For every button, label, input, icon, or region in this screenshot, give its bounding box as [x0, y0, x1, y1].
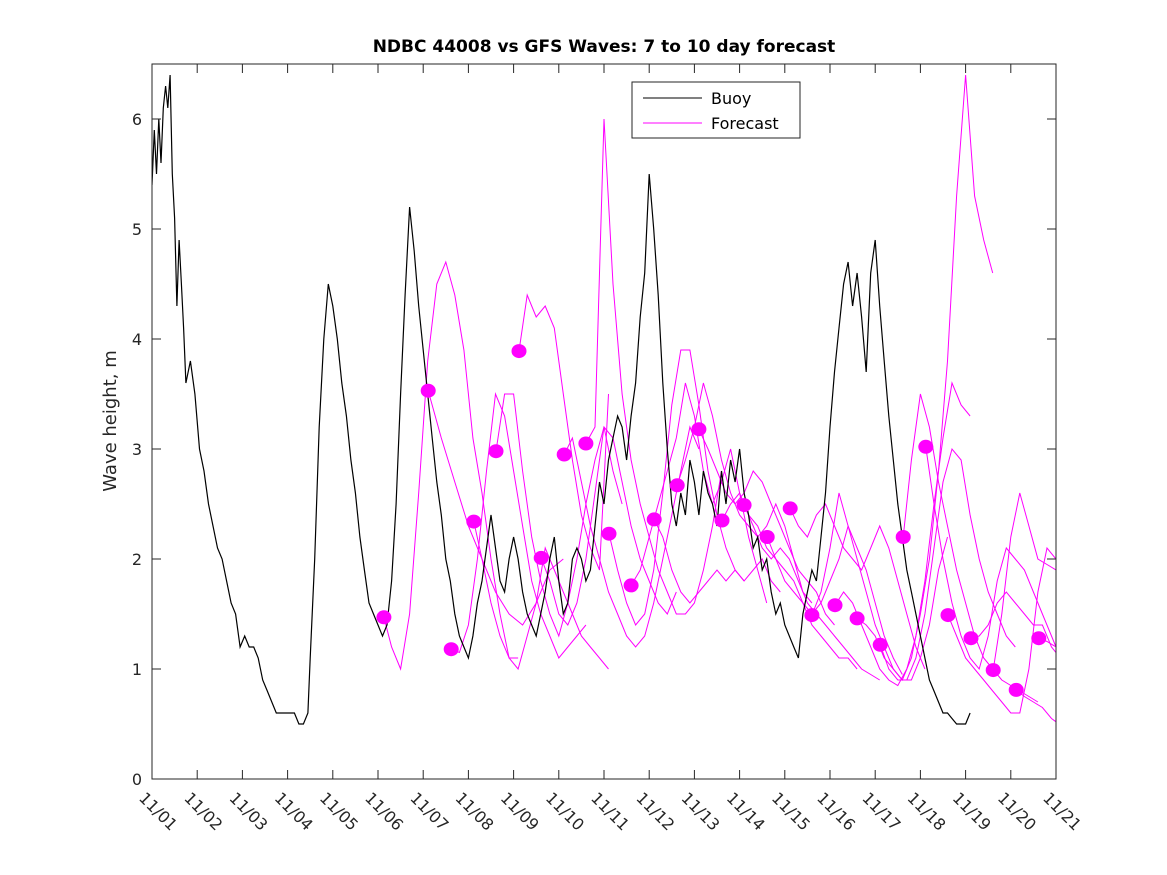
- forecast-start-marker-4: [488, 444, 504, 459]
- legend-label-forecast: Forecast: [711, 114, 779, 133]
- forecast-start-marker-24: [940, 608, 956, 623]
- forecast-start-marker-28: [1031, 631, 1047, 646]
- forecast-start-marker-15: [736, 498, 752, 513]
- plot-area: [152, 74, 1056, 725]
- forecast-start-marker-20: [849, 611, 865, 626]
- forecast-line-16: [766, 524, 903, 675]
- forecast-line-13: [698, 428, 835, 626]
- forecast-start-marker-1: [420, 383, 436, 398]
- forecast-line-25: [970, 591, 1056, 653]
- y-tick-label: 2: [132, 550, 142, 569]
- forecast-start-marker-6: [533, 550, 549, 565]
- forecast-start-marker-25: [963, 631, 979, 646]
- forecast-start-marker-11: [646, 512, 662, 527]
- forecast-start-marker-14: [714, 513, 730, 528]
- buoy-line: [152, 74, 971, 725]
- y-tick-label: 3: [132, 440, 142, 459]
- forecast-line-23: [925, 446, 1056, 671]
- forecast-line-4: [495, 393, 623, 638]
- y-tick-label: 0: [132, 770, 142, 789]
- forecast-start-marker-26: [985, 663, 1001, 678]
- forecast-line-8: [585, 118, 722, 615]
- forecast-line-2: [451, 392, 587, 659]
- forecast-start-marker-8: [578, 436, 594, 451]
- forecast-start-marker-9: [601, 526, 617, 541]
- series-group: [152, 74, 1056, 725]
- legend: Buoy Forecast: [631, 81, 801, 139]
- legend-label-buoy: Buoy: [711, 89, 751, 108]
- forecast-start-marker-7: [556, 447, 572, 462]
- y-tick-label: 5: [132, 220, 142, 239]
- forecast-start-marker-18: [804, 608, 820, 623]
- forecast-start-marker-13: [691, 422, 707, 437]
- forecast-line-9: [608, 349, 745, 626]
- forecast-start-marker-5: [511, 344, 527, 359]
- forecast-start-marker-3: [466, 514, 482, 529]
- chart-title: NDBC 44008 vs GFS Waves: 7 to 10 day for…: [373, 37, 836, 57]
- forecast-start-marker-2: [443, 642, 459, 657]
- forecast-line-21: [879, 447, 1016, 681]
- y-tick-label: 1: [132, 660, 142, 679]
- forecast-line-12: [676, 382, 813, 604]
- forecast-start-marker-16: [759, 530, 775, 544]
- forecast-line-17: [789, 503, 926, 670]
- forecast-start-marker-0: [376, 610, 392, 625]
- forecast-line-27: [1015, 689, 1056, 723]
- forecast-start-marker-19: [827, 598, 843, 613]
- forecast-line-26: [992, 492, 1056, 671]
- forecast-start-marker-27: [1008, 682, 1024, 697]
- y-tick-label: 6: [132, 110, 142, 129]
- forecast-line-7: [563, 425, 700, 648]
- y-tick-label: 4: [132, 330, 142, 349]
- forecast-line-3: [473, 521, 609, 671]
- forecast-line-5: [518, 293, 609, 571]
- forecast-line-0: [383, 260, 519, 671]
- forecast-start-marker-21: [872, 637, 888, 652]
- y-axis-label: Wave height, m: [100, 350, 121, 491]
- forecast-line-11: [653, 519, 781, 604]
- forecast-start-marker-12: [669, 478, 685, 493]
- forecast-line-24: [947, 546, 1056, 714]
- forecast-start-marker-23: [918, 439, 934, 454]
- forecast-start-marker-22: [895, 530, 911, 544]
- legend-box: [631, 81, 801, 139]
- forecast-line-18: [811, 492, 948, 681]
- forecast-start-marker-17: [782, 501, 798, 516]
- forecast-line-6: [540, 425, 677, 626]
- forecast-start-marker-10: [623, 578, 639, 593]
- forecast-line-1: [427, 390, 564, 626]
